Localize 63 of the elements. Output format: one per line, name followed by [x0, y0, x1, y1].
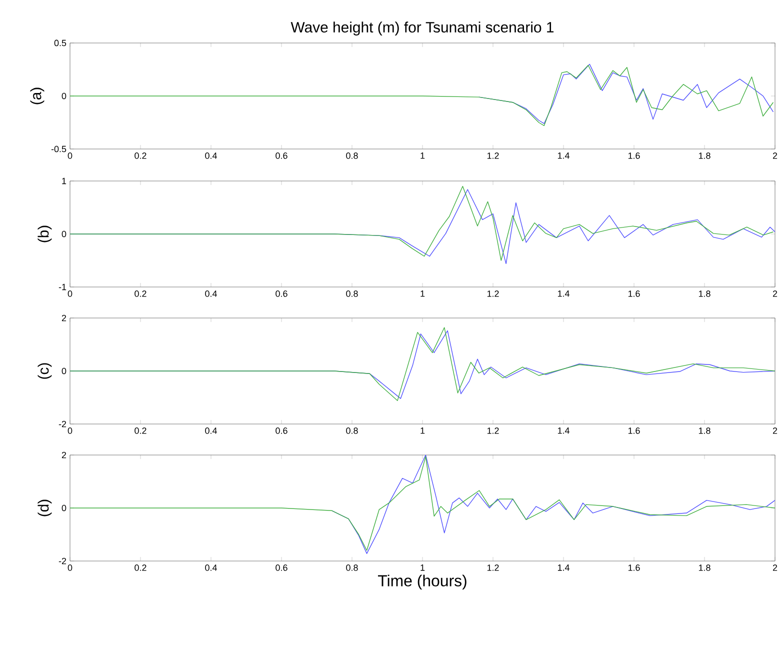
- y-tick-label: 0: [62, 368, 66, 374]
- y-axis-title: (a): [30, 88, 44, 104]
- x-tick-label: 1.2: [487, 428, 499, 434]
- x-tick-label: 1: [420, 564, 425, 571]
- x-tick-label: 0.6: [276, 290, 288, 297]
- x-tick-label: 0: [68, 152, 72, 159]
- y-axis-title: (c): [38, 363, 52, 379]
- x-tick-label: 1.4: [558, 428, 570, 434]
- y-tick-label: 0.5: [54, 40, 66, 46]
- x-tick-label: 1.8: [698, 290, 710, 297]
- x-tick-label: 1.4: [558, 290, 570, 297]
- y-tick-label: -2: [58, 558, 66, 564]
- line-series: [70, 456, 776, 551]
- y-tick-label: 0: [62, 230, 66, 238]
- x-tick-label: 0: [68, 290, 72, 297]
- x-tick-label: 0.8: [346, 428, 358, 434]
- x-tick-label: 0.2: [134, 152, 146, 159]
- y-tick-label: 0: [62, 92, 66, 100]
- x-tick-label: 1.2: [487, 290, 499, 297]
- y-tick-label: 2: [62, 314, 66, 322]
- x-tick-label: 1.8: [698, 152, 710, 159]
- x-axis-title: Time (hours): [378, 574, 466, 590]
- x-tick-label: 0.6: [276, 428, 288, 434]
- x-tick-label: 2: [772, 290, 778, 297]
- x-tick-label: 1: [420, 152, 425, 159]
- x-tick-label: 0.8: [346, 564, 358, 571]
- x-tick-label: 0.6: [276, 564, 288, 571]
- x-tick-label: 0: [68, 564, 72, 571]
- x-tick-label: 0.2: [134, 290, 146, 297]
- x-tick-label: 0.4: [205, 564, 217, 571]
- y-axis-title: (d): [38, 500, 52, 516]
- y-tick-label: 1: [62, 178, 66, 184]
- x-tick-label: 2: [772, 152, 778, 159]
- x-tick-label: 1.4: [558, 564, 570, 571]
- y-tick-label: -2: [58, 420, 66, 428]
- x-tick-label: 1.8: [698, 564, 710, 571]
- x-tick-label: 0.4: [205, 290, 217, 297]
- x-tick-label: 1: [420, 428, 425, 434]
- x-tick-label: 2: [772, 564, 778, 571]
- x-tick-label: 1.6: [628, 428, 640, 434]
- x-tick-label: 1.2: [487, 564, 499, 571]
- x-tick-label: 0.8: [346, 290, 358, 297]
- x-tick-label: 1.4: [558, 152, 570, 159]
- y-tick-label: -0.5: [51, 146, 66, 152]
- chart-title: Wave height (m) for Tsunami scenario 1: [290, 22, 554, 36]
- x-tick-label: 1.6: [628, 564, 640, 571]
- x-tick-label: 0.2: [134, 428, 146, 434]
- x-tick-label: 1.6: [628, 290, 640, 297]
- x-tick-label: 0.4: [205, 428, 217, 434]
- y-tick-label: 2: [62, 452, 66, 458]
- x-tick-label: 0.6: [276, 152, 288, 159]
- x-tick-label: 0.4: [205, 152, 217, 159]
- x-tick-label: 1.2: [487, 152, 499, 159]
- y-tick-label: 0: [62, 504, 66, 512]
- x-tick-label: 1.8: [698, 428, 710, 434]
- x-tick-label: 0.2: [134, 564, 146, 571]
- x-tick-label: 0.8: [346, 152, 358, 159]
- x-tick-label: 2: [772, 428, 778, 434]
- y-tick-label: -1: [58, 284, 66, 290]
- x-tick-label: 1: [420, 290, 425, 297]
- y-axis-title: (b): [38, 226, 52, 242]
- x-tick-label: 1.6: [628, 152, 640, 159]
- x-tick-label: 0: [68, 428, 72, 434]
